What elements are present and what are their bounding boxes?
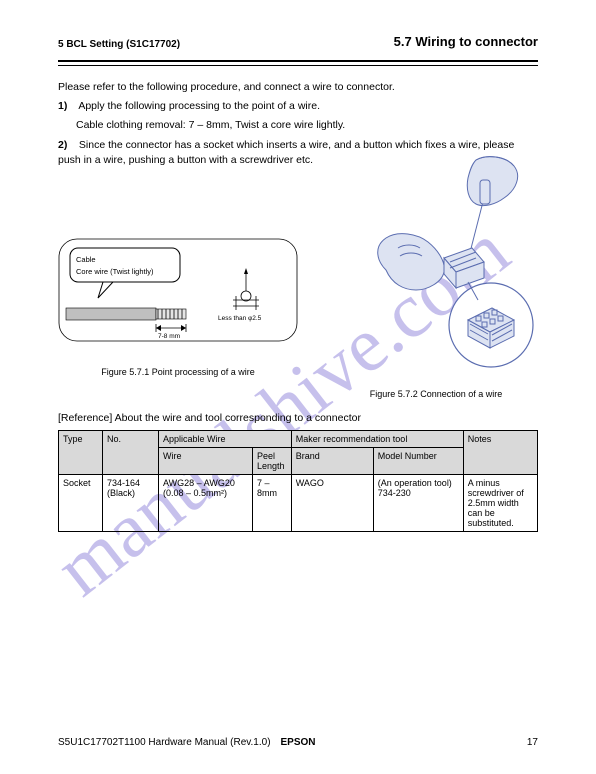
th-wire: Wire [159,448,253,475]
step2-number: 2) [58,138,76,153]
th-no: No. [103,431,159,475]
th-peel: Peel Length [253,448,292,475]
table-reference: [Reference] About the wire and tool corr… [58,412,538,424]
figure-right-caption: Figure 5.7.2 Connection of a wire [326,389,546,399]
intro-text: Please refer to the following procedure,… [58,80,538,95]
cell-wire: AWG28 – AWG20 (0.08 – 0.5mm²) [159,475,253,532]
figure-wire-processing: Cable Core wire (Twist lightly) [58,238,298,377]
cell-brand: WAGO [291,475,373,532]
section-title: 5.7 Wiring to connector [394,34,538,49]
step1-detail: Cable clothing removal: 7 – 8mm, Twist a… [58,118,538,133]
cell-no: 734-164 (Black) [103,475,159,532]
footer-right: 17 [527,737,538,748]
footer-left: S5U1C17702T1100 Hardware Manual (Rev.1.0… [58,737,271,748]
th-brand: Brand [291,448,373,475]
figure-left-caption: Figure 5.7.1 Point processing of a wire [58,367,298,377]
th-type: Type [59,431,103,475]
table-row: Socket 734-164 (Black) AWG28 – AWG20 (0.… [59,475,538,532]
label-cable: Cable [76,255,96,264]
th-notes: Notes [463,431,537,475]
cell-peel: 7 – 8mm [253,475,292,532]
footer-center: EPSON [280,737,315,748]
cell-type: Socket [59,475,103,532]
page-footer: S5U1C17702T1100 Hardware Manual (Rev.1.0… [0,737,596,748]
th-model: Model Number [373,448,463,475]
step1-number: 1) [58,99,76,114]
label-core: Core wire (Twist lightly) [76,267,154,276]
header-rule-thin [58,65,538,66]
cell-model: (An operation tool) 734-230 [373,475,463,532]
label-diameter: Less than φ2.5 [218,315,262,322]
step1-text: Apply the following processing to the po… [78,100,320,112]
th-wire-group: Applicable Wire [159,431,292,448]
cell-notes: A minus screwdriver of 2.5mm width can b… [463,475,537,532]
header-rule-thick [58,60,538,62]
connector-spec-table: Type No. Applicable Wire Maker recommend… [58,430,538,532]
th-tool-group: Maker recommendation tool [291,431,463,448]
label-7-8mm: 7-8 mm [158,333,180,340]
figure-connector-wiring: Figure 5.7.2 Connection of a wire [326,150,546,399]
section-number: 5 BCL Setting (S1C17702) [58,39,180,50]
